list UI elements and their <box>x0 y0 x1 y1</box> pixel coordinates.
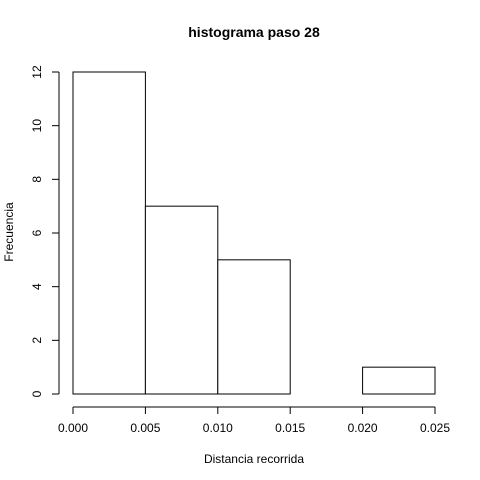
y-tick-label: 4 <box>30 283 44 290</box>
bars-group <box>73 72 435 394</box>
y-tick-label: 8 <box>30 176 44 183</box>
y-tick-label: 12 <box>30 65 44 79</box>
y-tick-label: 10 <box>30 119 44 133</box>
x-axis: 0.000 0.005 0.010 0.015 0.020 0.025 <box>58 407 450 435</box>
histogram-bar <box>145 206 217 394</box>
histogram-bar <box>73 72 145 394</box>
histogram-bar <box>218 260 290 394</box>
y-axis-label: Frecuencia <box>2 202 16 262</box>
x-tick-label: 0.010 <box>203 421 233 435</box>
histogram-bar <box>363 367 435 394</box>
chart-title: histograma paso 28 <box>188 24 320 40</box>
y-tick-label: 6 <box>30 229 44 236</box>
x-tick-label: 0.000 <box>58 421 88 435</box>
y-tick-label: 2 <box>30 337 44 344</box>
x-tick-label: 0.025 <box>420 421 450 435</box>
y-axis: 0 2 4 6 8 10 12 <box>30 65 59 397</box>
x-axis-label: Distancia recorrida <box>204 452 304 466</box>
x-tick-label: 0.015 <box>275 421 305 435</box>
y-tick-label: 0 <box>30 390 44 397</box>
x-tick-label: 0.020 <box>348 421 378 435</box>
x-tick-label: 0.005 <box>130 421 160 435</box>
